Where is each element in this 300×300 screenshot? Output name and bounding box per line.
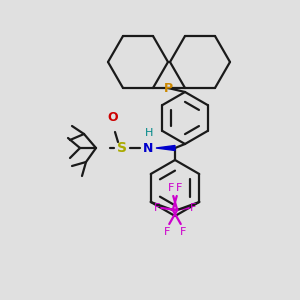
Text: N: N [143,142,153,154]
Text: F: F [154,203,161,213]
Text: F: F [176,183,182,193]
Text: F: F [190,203,196,213]
Text: P: P [164,82,172,94]
Polygon shape [156,146,175,151]
Text: F: F [168,183,174,193]
Text: O: O [108,111,118,124]
Text: F: F [180,227,186,237]
Text: F: F [164,227,170,237]
Text: H: H [145,128,153,138]
Text: S: S [117,141,127,155]
